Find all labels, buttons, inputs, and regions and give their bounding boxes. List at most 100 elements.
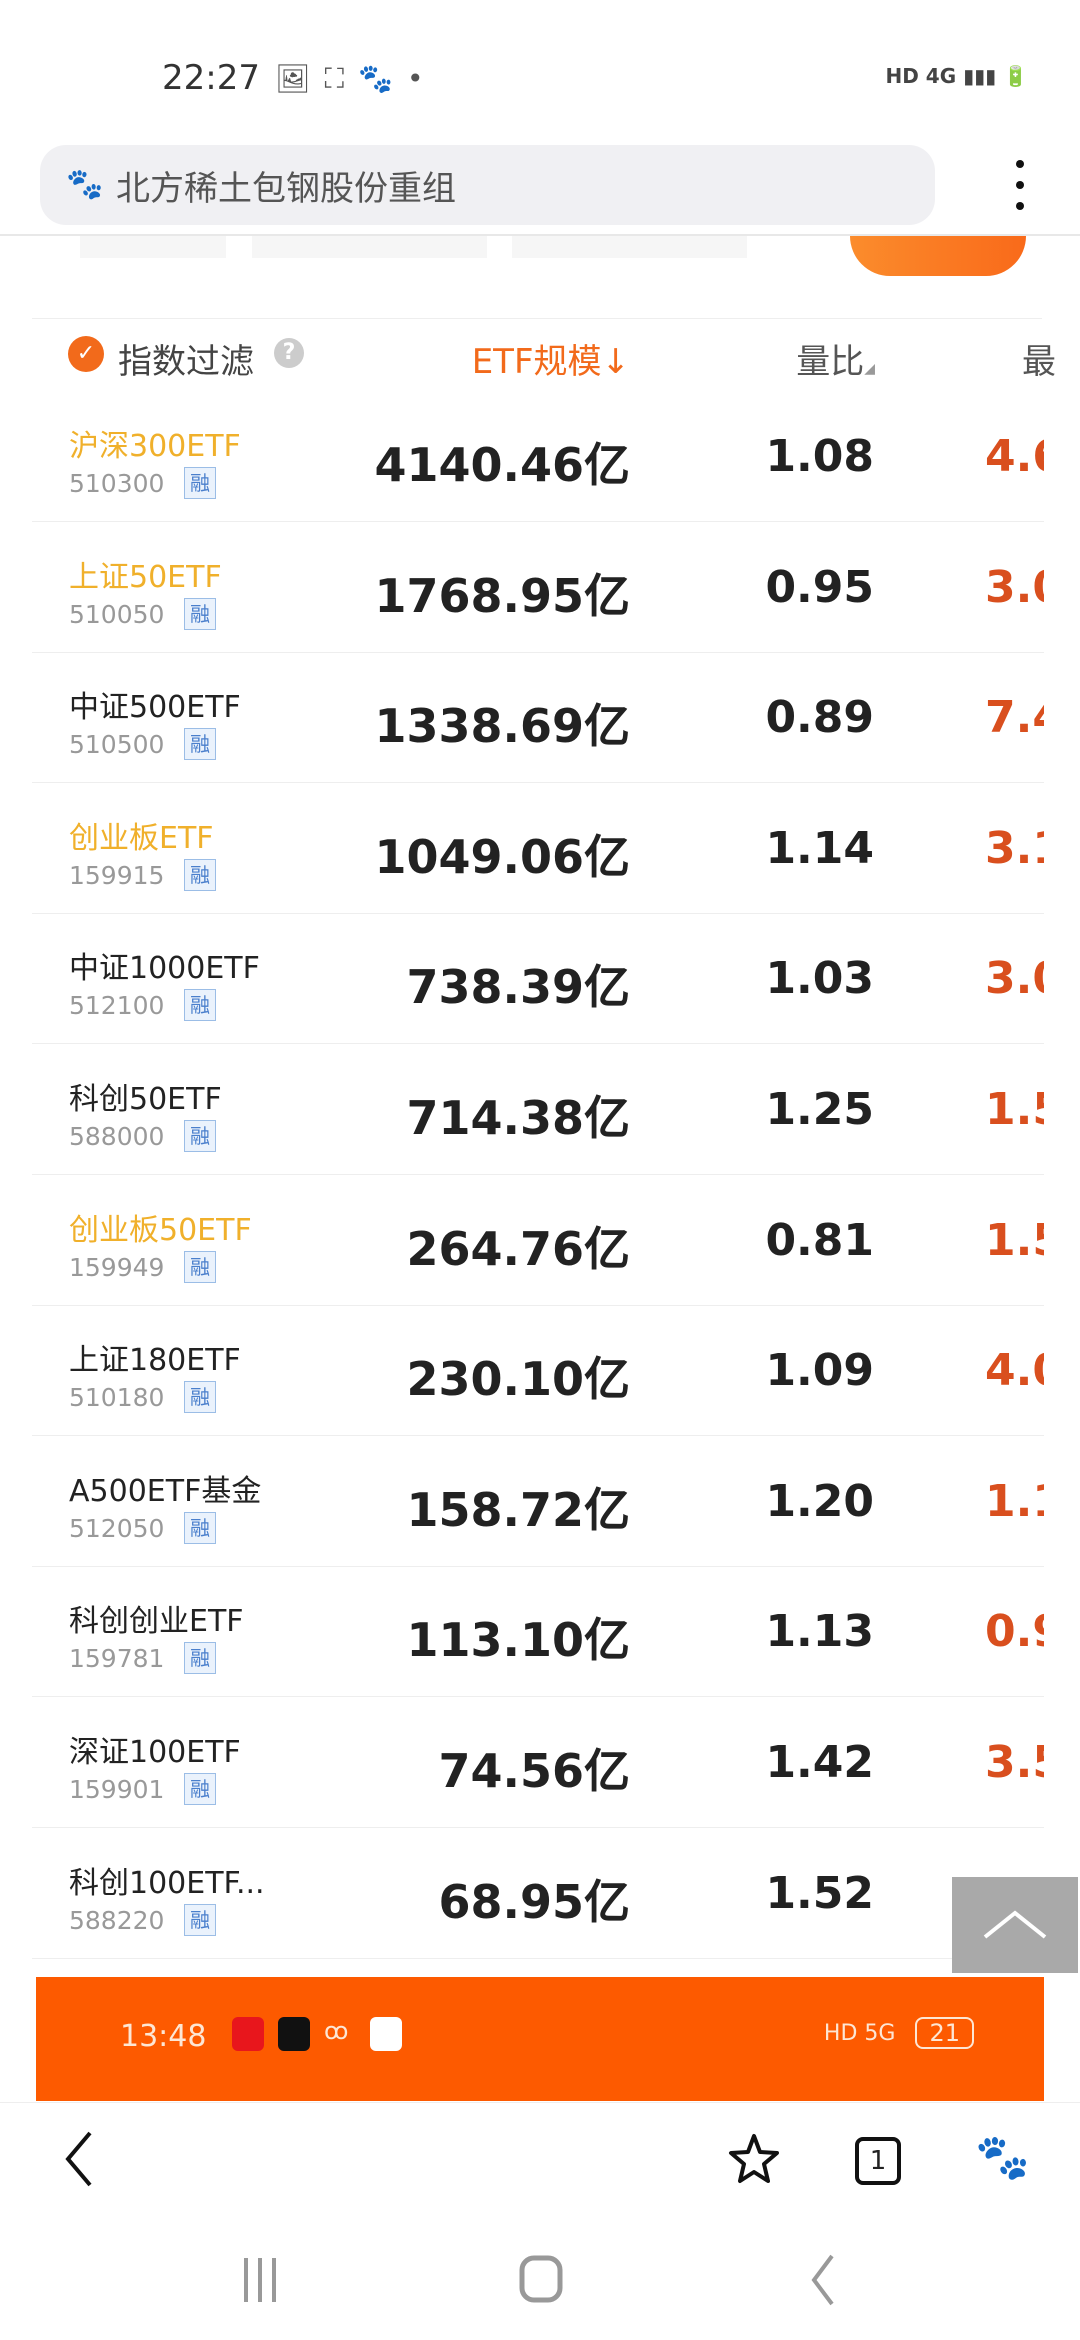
etf-name: 上证50ETF [69, 559, 222, 595]
tab-placeholder [252, 236, 487, 258]
video-app-icon [370, 2017, 402, 2051]
table-row[interactable]: 科创50ETF 588000 融 714.38亿 1.25 1.5 [32, 1044, 1044, 1175]
banner-time: 13:48 [120, 2019, 207, 2054]
volume-ratio: 0.89 [765, 692, 874, 744]
search-query[interactable]: 北方稀土包钢股份重组 [116, 168, 456, 209]
table-row[interactable]: 中证500ETF 510500 融 1338.69亿 0.89 7.4 [32, 652, 1044, 784]
system-back-icon[interactable] [808, 2252, 838, 2308]
etf-size: 264.76亿 [406, 1221, 630, 1276]
table-row[interactable]: 上证50ETF 510050 融 1768.95亿 0.95 3.0 [32, 522, 1044, 653]
etf-name: 科创创业ETF [69, 1604, 244, 1640]
volume-ratio: 1.08 [765, 431, 874, 482]
tabs-button[interactable]: 1 [855, 2137, 901, 2185]
table-row[interactable]: 沪深300ETF 510300 融 4140.46亿 1.08 4.6 [32, 391, 1044, 522]
app-icon [232, 2017, 264, 2051]
volume-ratio: 1.03 [765, 953, 874, 1005]
table-row[interactable]: 深证100ETF 159901 融 74.56亿 1.42 3.5 [32, 1697, 1044, 1828]
etf-size: 158.72亿 [406, 1482, 630, 1537]
etf-size: 1338.69亿 [374, 699, 630, 754]
baidu-icon: 🐾 [66, 167, 104, 202]
etf-code: 510500 [69, 730, 165, 760]
divider [0, 234, 1080, 236]
etf-code: 510300 [69, 469, 165, 498]
etf-code: 588220 [69, 1905, 165, 1935]
margin-badge: 融 [184, 1903, 216, 1936]
table-row[interactable]: 科创100ETF... 588220 融 68.95亿 1.52 [32, 1828, 1044, 1959]
etf-code: 512100 [69, 991, 165, 1021]
network-label: HD 4G [885, 64, 957, 88]
etf-name: A500ETF基金 [69, 1473, 262, 1509]
browser-toolbar: 1 🐾 [0, 2102, 1080, 2212]
etf-code: 512050 [69, 1513, 165, 1543]
etf-code: 159781 [69, 1644, 165, 1674]
notification-icons: 🖼⛶🐾• [275, 62, 438, 95]
filter-label[interactable]: 指数过滤 [118, 342, 254, 382]
action-button[interactable] [850, 236, 1026, 276]
banner-status: HD 5G 21 [824, 2017, 974, 2049]
etf-size: 74.56亿 [438, 1744, 630, 1798]
scroll-to-top-button[interactable] [952, 1877, 1078, 1973]
column-label: 量比 [796, 342, 865, 382]
latest-value: 4.0 [985, 1345, 1044, 1397]
etf-code: 159949 [69, 1252, 165, 1282]
star-icon[interactable] [728, 2133, 780, 2185]
table-row[interactable]: 创业板50ETF 159949 融 264.76亿 0.81 1.5 [32, 1175, 1044, 1306]
latest-value: 4.6 [985, 431, 1044, 482]
margin-badge: 融 [184, 467, 216, 499]
sort-icon: ◢ [864, 361, 875, 377]
system-nav-bar [0, 2240, 1080, 2320]
margin-badge: 融 [184, 1381, 216, 1414]
latest-value: 3.5 [985, 1737, 1044, 1788]
column-etf-size[interactable]: ETF规模↓ [471, 342, 630, 382]
banner-network: HD 5G [823, 2020, 896, 2046]
latest-value: 3.0 [985, 561, 1044, 613]
chevron-up-icon [983, 1910, 1047, 1939]
etf-name: 科创100ETF... [69, 1865, 265, 1901]
volume-ratio: 1.13 [765, 1606, 874, 1658]
etf-name: 科创50ETF [69, 1082, 222, 1117]
volume-ratio: 1.14 [765, 822, 874, 874]
etf-name: 上证180ETF [69, 1343, 241, 1379]
latest-value: 1.1 [985, 1475, 1044, 1527]
column-volume-ratio[interactable]: 量比◢ [796, 334, 875, 383]
etf-name: 中证500ETF [69, 690, 241, 726]
latest-value: 7.4 [985, 692, 1044, 744]
column-latest[interactable]: 最 [1022, 342, 1056, 382]
search-bar[interactable]: 🐾 北方稀土包钢股份重组 [40, 145, 935, 225]
etf-name: 创业板ETF [69, 820, 214, 856]
latest-value: 0.9 [985, 1606, 1044, 1658]
tab-placeholder [512, 236, 747, 258]
checkbox-checked-icon[interactable]: ✓ [68, 336, 104, 372]
margin-badge: 融 [184, 728, 216, 761]
margin-badge: 融 [184, 858, 216, 891]
latest-value: 1.5 [985, 1084, 1044, 1135]
recent-apps-icon[interactable] [240, 2252, 280, 2308]
etf-code: 159901 [69, 1775, 165, 1804]
volume-ratio: 1.25 [765, 1084, 874, 1135]
app-icon: ꝏ [324, 2017, 349, 2045]
baidu-icon[interactable]: 🐾 [975, 2132, 1030, 2183]
margin-badge: 融 [184, 1120, 216, 1152]
table-row[interactable]: 中证1000ETF 512100 融 738.39亿 1.03 3.0 [32, 913, 1044, 1045]
etf-code: 510180 [69, 1383, 165, 1413]
margin-badge: 融 [184, 597, 216, 630]
back-icon[interactable] [60, 2129, 100, 2189]
etf-code: 588000 [69, 1122, 165, 1151]
etf-code: 510050 [69, 599, 165, 629]
volume-ratio: 0.81 [765, 1214, 874, 1266]
table-row[interactable]: 创业板ETF 159915 融 1049.06亿 1.14 3.1 [32, 783, 1044, 914]
status-bar: 22:27 🖼⛶🐾• HD 4G ▮▮▮ 🔋 [0, 52, 1080, 108]
etf-size: 230.10亿 [406, 1352, 630, 1407]
table-row[interactable]: 上证180ETF 510180 融 230.10亿 1.09 4.0 [32, 1305, 1044, 1437]
help-icon[interactable]: ? [274, 338, 304, 368]
more-menu-button[interactable] [1010, 160, 1030, 210]
etf-name: 深证100ETF [69, 1735, 241, 1770]
home-icon[interactable] [518, 2252, 564, 2308]
etf-size: 738.39亿 [406, 960, 630, 1015]
margin-badge: 融 [184, 989, 216, 1022]
margin-badge: 融 [184, 1250, 216, 1283]
margin-badge: 融 [184, 1773, 216, 1805]
table-row[interactable]: A500ETF基金 512050 融 158.72亿 1.20 1.1 [32, 1436, 1044, 1567]
etf-size: 113.10亿 [406, 1613, 630, 1668]
table-row[interactable]: 科创创业ETF 159781 融 113.10亿 1.13 0.9 [32, 1566, 1044, 1698]
